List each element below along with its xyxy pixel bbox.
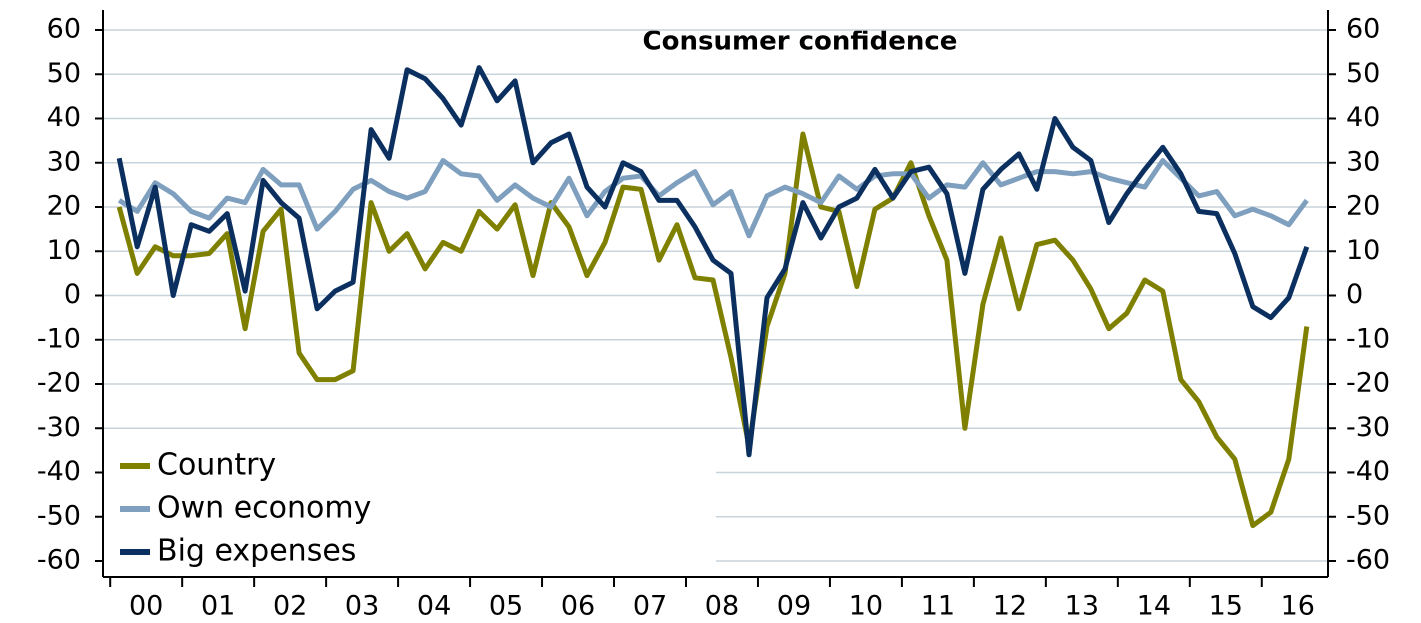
y-tick-label: 60 [47, 14, 81, 45]
y2-tick-label: 50 [1346, 58, 1380, 89]
legend-label: Own economy [157, 491, 371, 526]
y2-tick-label: 0 [1346, 279, 1363, 310]
legend-label: Country [157, 448, 276, 483]
x-tick-label: 03 [345, 591, 379, 622]
x-tick-label: 14 [1137, 591, 1171, 622]
y-tick-label: 30 [47, 146, 81, 177]
y2-tick-label: -60 [1346, 545, 1390, 576]
y2-tick-label: -20 [1346, 368, 1390, 399]
x-tick-label: 04 [417, 591, 451, 622]
x-tick-label: 16 [1281, 591, 1315, 622]
y2-tick-label: 30 [1346, 146, 1380, 177]
y2-tick-label: -40 [1346, 456, 1390, 487]
y-tick-label: -60 [37, 545, 81, 576]
x-tick-label: 01 [201, 591, 235, 622]
line-series [116, 65, 1310, 458]
y-tick-label: 20 [47, 191, 81, 222]
y-tick-label: 10 [47, 235, 81, 266]
y-tick-label: 0 [64, 279, 81, 310]
x-tick-label: 05 [489, 591, 523, 622]
y-tick-label: 50 [47, 58, 81, 89]
y2-tick-label: -10 [1346, 323, 1390, 354]
x-tick-label: 09 [777, 591, 811, 622]
y2-tick-label: 60 [1346, 14, 1380, 45]
x-tick-label: 00 [129, 591, 163, 622]
y-tick-label: -30 [37, 412, 81, 443]
legend-label: Big expenses [157, 534, 356, 569]
x-tick-label: 15 [1209, 591, 1243, 622]
x-tick-label: 11 [921, 591, 955, 622]
y2-tick-label: 20 [1346, 191, 1380, 222]
x-tick-label: 12 [993, 591, 1027, 622]
line-series [117, 158, 1309, 239]
chart-title: Consumer confidence [643, 27, 958, 57]
x-tick-label: 06 [561, 591, 595, 622]
line-series [116, 131, 1310, 529]
y2-tick-label: 10 [1346, 235, 1380, 266]
legend: Country Own economy Big expenses [104, 438, 716, 569]
y-tick-label: -40 [37, 456, 81, 487]
x-tick-label: 07 [633, 591, 667, 622]
y2-tick-label: -50 [1346, 500, 1390, 531]
y2-tick-label: -30 [1346, 412, 1390, 443]
y-tick-label: -20 [37, 368, 81, 399]
y-tick-label: 40 [47, 102, 81, 133]
y-tick-label: -50 [37, 500, 81, 531]
x-tick-label: 10 [849, 591, 883, 622]
y-tick-label: -10 [37, 323, 81, 354]
x-tick-label: 08 [705, 591, 739, 622]
legend-box [104, 438, 716, 567]
y2-tick-label: 40 [1346, 102, 1380, 133]
x-tick-label: 02 [273, 591, 307, 622]
x-tick-label: 13 [1065, 591, 1099, 622]
